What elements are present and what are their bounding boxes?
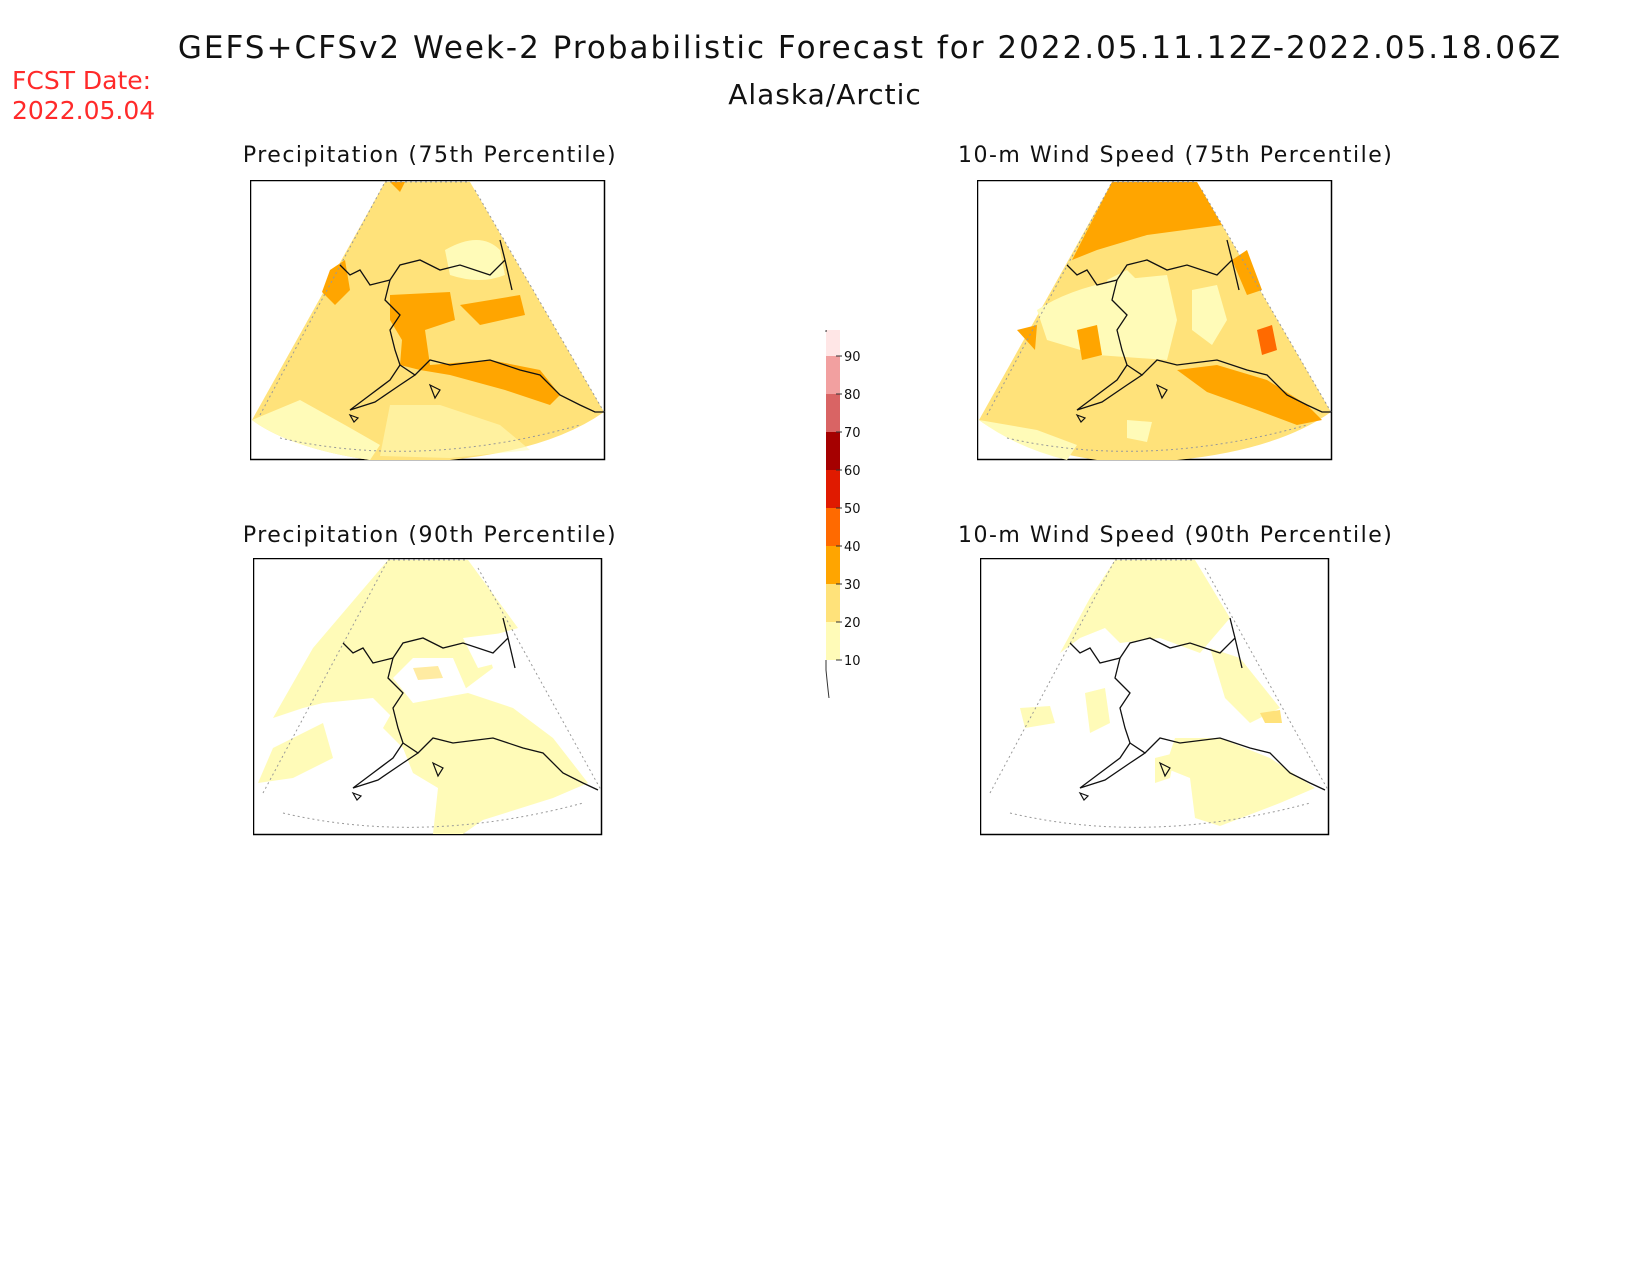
colorbar-tick-label: 10 [844,654,861,669]
map-precip75 [250,180,606,461]
panel-title-precip75: Precipitation (75th Percentile) [242,143,618,168]
colorbar-segment [826,584,840,622]
colorbar-tick-label: 40 [844,540,861,555]
colorbar-segment [826,470,840,508]
colorbar-tick-label: 60 [844,464,861,479]
colorbar-segment [826,330,840,356]
colorbar-tick-label: 30 [844,578,861,593]
panel-title-wind90: 10-m Wind Speed (90th Percentile) [958,523,1394,548]
map-precip90 [253,558,603,836]
map-wind75 [977,180,1333,461]
fcst-date-value: 2022.05.04 [12,96,156,125]
colorbar-segment [826,394,840,432]
colorbar-segment [826,432,840,470]
panel-title-precip90: Precipitation (90th Percentile) [242,523,618,548]
colorbar-segment [826,622,840,660]
colorbar: 10 20 30 40 50 60 70 80 90 [825,330,861,699]
colorbar-segment [826,508,840,546]
colorbar-tick-label: 50 [844,502,861,517]
colorbar-tick-label: 70 [844,426,861,441]
map-wind90 [980,558,1330,836]
colorbar-bottom-tail [825,660,830,699]
colorbar-segment [826,356,840,394]
fcst-date-label: FCST Date: [12,66,152,95]
main-title: GEFS+CFSv2 Week-2 Probabilistic Forecast… [177,30,1563,66]
colorbar-segment [826,546,840,584]
colorbar-tick-label: 80 [844,388,861,403]
colorbar-tick-label: 90 [844,350,861,365]
panel-title-wind75: 10-m Wind Speed (75th Percentile) [958,143,1394,168]
colorbar-tick-label: 20 [844,616,861,631]
region-subtitle: Alaska/Arctic [728,78,922,111]
